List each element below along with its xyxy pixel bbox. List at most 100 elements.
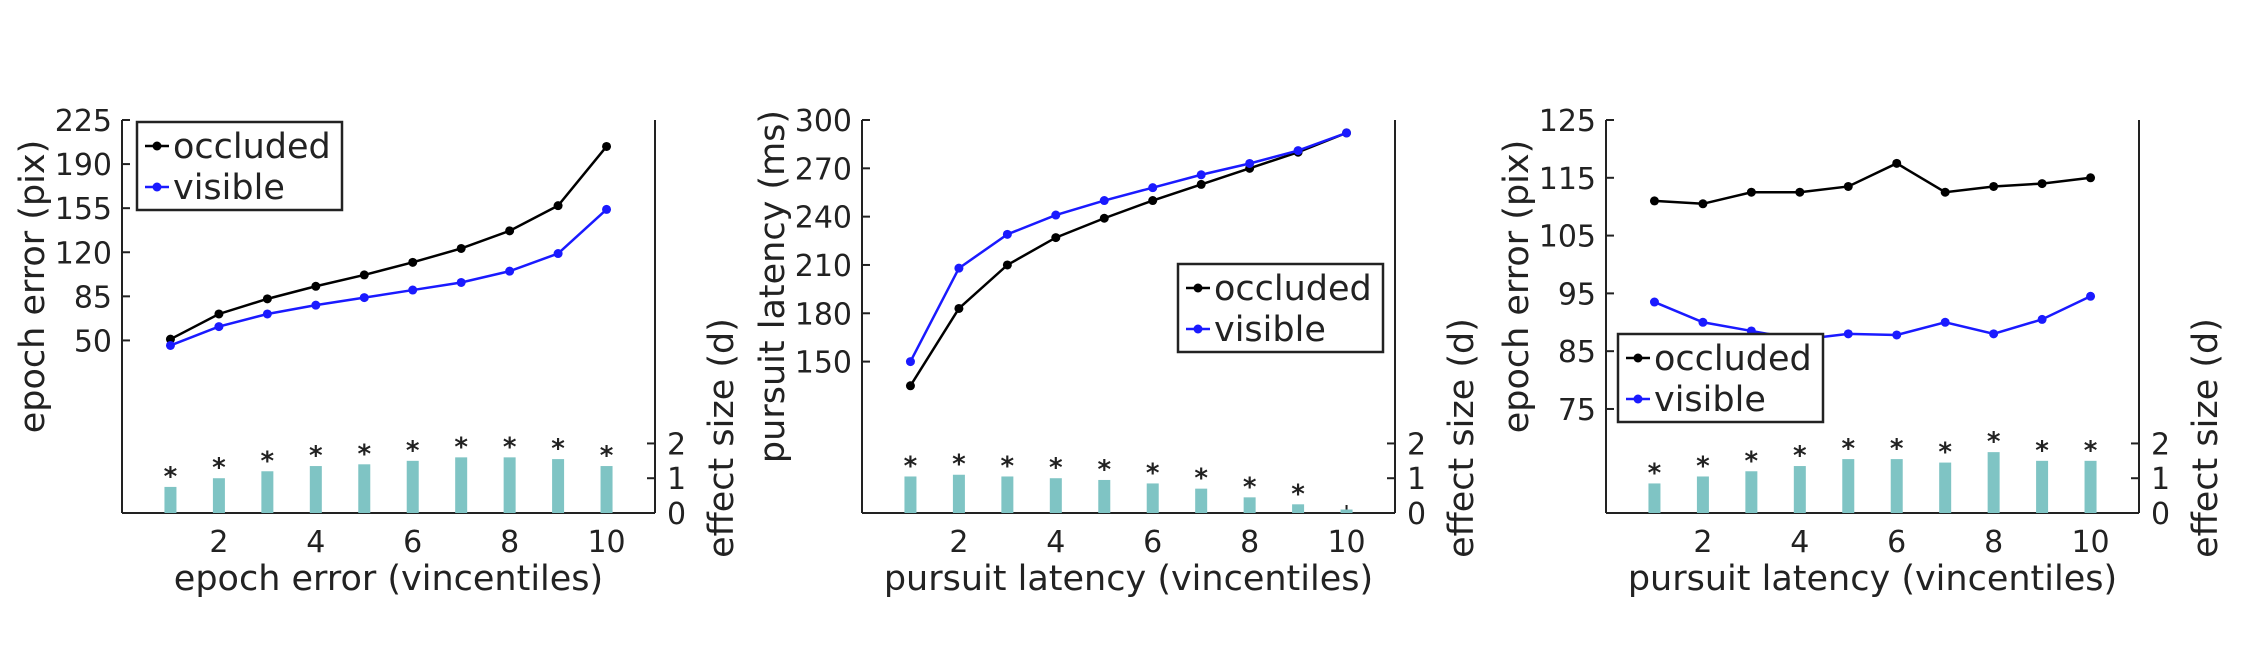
panel2-series-occluded-point	[1051, 233, 1061, 243]
panel2-series-occluded-point	[905, 381, 915, 391]
panel3-series-visible-point	[2037, 314, 2047, 324]
panel1-effect-bar	[503, 457, 516, 513]
panel1-series-visible-point	[602, 204, 612, 214]
panel1-y-axis-label: epoch error (pix)	[13, 140, 53, 434]
panel2-ytick-label: 180	[795, 297, 852, 332]
panel1-series-visible-point	[408, 285, 418, 295]
panel2-series-occluded-point	[1148, 196, 1158, 206]
panel2-xtick-label: 8	[1240, 525, 1259, 560]
panel2-ytick-label: 300	[795, 104, 852, 139]
panel2-effect-bar	[1340, 509, 1353, 513]
panel3-series-occluded-point	[1649, 196, 1659, 206]
panel3-xtick-label: 6	[1887, 525, 1906, 560]
panel1-significance-star: *	[212, 453, 226, 483]
panel2-series-visible-point	[1148, 183, 1158, 193]
panel1-xtick-label: 4	[306, 525, 325, 560]
panel1-ytick-label: 225	[55, 104, 112, 139]
panel1-effect-bar	[309, 466, 322, 513]
panel3-significance-star: *	[2084, 436, 2098, 466]
panel3-legend-box	[1616, 332, 1825, 424]
panel1-series-occluded-point	[602, 141, 612, 151]
panel3-series-visible-point	[1989, 329, 1999, 339]
panel3-significance-star: *	[1745, 446, 1759, 476]
panel1-series-occluded-point	[311, 281, 321, 291]
panel3-effect-bar	[2084, 460, 2097, 513]
panel1-effect-bar	[552, 459, 565, 513]
panel2-legend-occluded-label: occluded	[1214, 269, 1372, 309]
panel2-significance-star: *	[1243, 472, 1257, 502]
panel3-xtick-label: 4	[1790, 525, 1809, 560]
panel3-ytick-label: 125	[1539, 104, 1596, 139]
panel2-significance-star: *	[1291, 479, 1305, 509]
panel2-ytick-label: 240	[795, 201, 852, 236]
panel2-significance-star: *	[1146, 458, 1160, 488]
panel1-ytick-label: 50	[74, 324, 112, 359]
panel3-effect-bar	[1842, 459, 1855, 513]
panel3-ytick-label: 115	[1539, 162, 1596, 197]
panel3-xtick-label: 10	[2071, 525, 2109, 560]
panel2-series-visible-point	[1051, 210, 1061, 220]
panel1-y2tick-label: 0	[667, 497, 686, 532]
panel1-significance-star: *	[164, 462, 178, 492]
panel2-series-occluded-line	[909, 131, 1348, 387]
panel3-y2-axis-label: effect size (d)	[2186, 318, 2226, 558]
panel3-effect-bar	[2036, 460, 2049, 513]
panel3-series-visible-point	[1698, 317, 1708, 327]
panel1-xtick-label: 10	[587, 525, 625, 560]
panel3-effect-bar	[1648, 483, 1661, 513]
panel2-effect-bar	[1098, 479, 1111, 513]
panel1-effect-bar	[406, 460, 419, 513]
panel3-series-visible-point	[1940, 317, 1950, 327]
panel3-ytick-label: 95	[1558, 277, 1596, 312]
panel1-legend-visible-marker	[152, 182, 162, 192]
panel3-significance-star: *	[1696, 451, 1710, 481]
panel3-series-occluded-point	[1843, 181, 1853, 191]
panel2-effect-bar	[1049, 478, 1062, 513]
panel3-ytick-label: 105	[1539, 220, 1596, 255]
panel2-series-visible-point	[954, 263, 964, 273]
panel2-series-visible-point	[1002, 229, 1012, 239]
panel2-series-visible-point	[1293, 146, 1303, 156]
panel2-y2tick-label: 2	[1407, 427, 1426, 462]
panel3-effect-bar	[1793, 466, 1806, 513]
panel2-series-visible-line	[909, 131, 1347, 363]
panel2-series-occluded-point	[1099, 213, 1109, 223]
panel2-xtick-label: 4	[1046, 525, 1065, 560]
panel3-legend-occluded-label: occluded	[1654, 339, 1812, 379]
panel3-effect-bar	[1890, 459, 1903, 513]
panel2-series-occluded-point	[954, 303, 964, 313]
panel2-series-visible-point	[1342, 128, 1352, 138]
panel3-series-visible-point	[1843, 329, 1853, 339]
panel1-x-axis-label: epoch error (vincentiles)	[174, 559, 603, 599]
panel1-y2-axis-label: effect size (d)	[702, 318, 742, 558]
panel2-significance-star: *	[904, 451, 918, 481]
panel3-legend-visible-label: visible	[1654, 380, 1766, 420]
panel1-significance-star: *	[600, 441, 614, 471]
panel1-series-occluded-point	[165, 334, 175, 344]
panel3-ytick-label: 75	[1558, 393, 1596, 428]
panel1-series-visible-point	[359, 293, 369, 303]
panel1-ytick-label: 155	[55, 192, 112, 227]
panel1-significance-star: *	[261, 446, 275, 476]
panel3-xtick-label: 2	[1693, 525, 1712, 560]
panel1-ytick-label: 190	[55, 148, 112, 183]
panel2-significance-star: *	[1097, 455, 1111, 485]
panel1-series-visible-point	[505, 266, 515, 276]
panel2-significance-star: *	[1194, 464, 1208, 494]
panel1-series-occluded-point	[262, 294, 272, 304]
panel2-effect-bar	[1243, 497, 1256, 513]
panel2-legend-occluded-marker	[1193, 283, 1203, 293]
panel1-effect-bar	[261, 471, 274, 513]
panel2-effect-bar	[952, 474, 965, 513]
panel1-significance-star: *	[406, 436, 420, 466]
panel3-series-occluded-point	[1795, 187, 1805, 197]
panel2-ytick-label: 210	[795, 249, 852, 284]
panel2-series-visible-point	[905, 357, 915, 367]
panel3-x-axis-label: pursuit latency (vincentiles)	[1628, 559, 2117, 599]
panel1-series-occluded-point	[553, 201, 563, 211]
panel2-x-axis-label: pursuit latency (vincentiles)	[884, 559, 1373, 599]
panel1-effect-bar	[600, 466, 613, 513]
panel2-effect-bar	[1001, 476, 1014, 513]
panel3-y-axis-label: epoch error (pix)	[1497, 140, 1537, 434]
